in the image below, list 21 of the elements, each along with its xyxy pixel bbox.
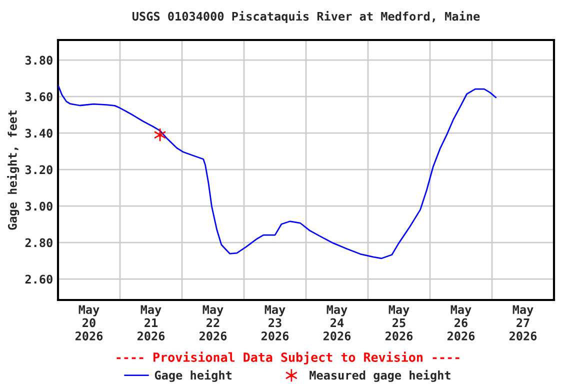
y-tick-label: 3.40 bbox=[25, 128, 52, 138]
x-tick-label: May 24 2026 bbox=[323, 305, 351, 340]
line-series bbox=[58, 86, 497, 260]
x-tick-label: May 27 2026 bbox=[509, 305, 537, 340]
y-tick-label: 2.60 bbox=[25, 274, 52, 284]
y-tick-label: 3.00 bbox=[25, 202, 52, 211]
legend-label: Gage height bbox=[154, 370, 232, 382]
x-tick-label: May 25 2026 bbox=[385, 305, 413, 340]
x-tick-label: May 20 2026 bbox=[75, 305, 103, 340]
x-tick-label: May 26 2026 bbox=[447, 305, 475, 340]
legend-label: Measured gage height bbox=[310, 370, 450, 382]
x-tick-label: May 23 2026 bbox=[261, 305, 289, 340]
y-tick-label: 3.20 bbox=[25, 165, 52, 174]
x-tick-label: May 22 2026 bbox=[199, 305, 227, 340]
chart-title: USGS 01034000 Piscataquis River at Medford, Maine bbox=[132, 10, 480, 24]
x-tick-label: May 21 2026 bbox=[137, 305, 165, 340]
y-tick-label: 3.60 bbox=[25, 92, 52, 102]
y-tick-label: 3.80 bbox=[25, 56, 52, 65]
y-tick-label: 2.80 bbox=[25, 238, 52, 248]
text: ---- Provisional Data Subject to Revision ---- bbox=[116, 352, 460, 364]
y-axis-title: Gage height, feet bbox=[7, 110, 20, 230]
